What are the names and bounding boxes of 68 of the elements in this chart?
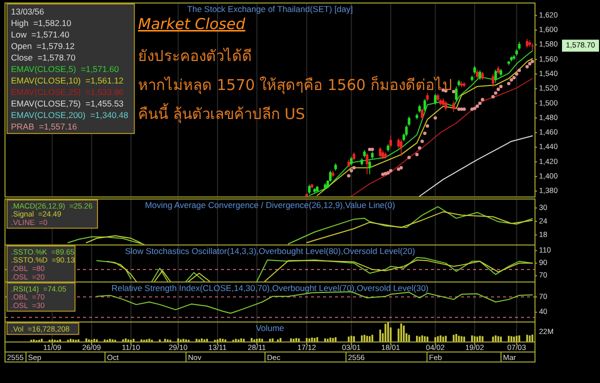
point <box>423 132 426 136</box>
point <box>525 64 529 68</box>
point <box>347 174 350 178</box>
annotation: ยังประคองตัวได้ดี <box>138 47 252 65</box>
point <box>499 84 503 88</box>
point <box>462 107 466 111</box>
point <box>388 168 392 172</box>
candlestick <box>366 152 368 175</box>
candlestick <box>494 69 497 84</box>
annotation: Market Closed <box>138 15 246 33</box>
candlestick <box>444 100 448 112</box>
text: EMAV(CLOSE,75) =1,455.53 <box>11 98 124 109</box>
candlestick <box>434 93 437 106</box>
annotation: หากไม่หลุด 1570 ให้สุดๆคือ 1560 ก็มองดีต่อไป <box>138 75 452 95</box>
chart-title: Volume <box>256 323 284 333</box>
line-series <box>419 135 533 197</box>
text: EMAV(CLOSE,25) =1,533.86 <box>11 87 124 98</box>
candlestick <box>400 138 402 156</box>
point <box>510 78 514 82</box>
candlestick <box>492 74 494 88</box>
point <box>434 116 437 120</box>
point <box>396 167 400 171</box>
legend-title: 13/03/56 High =1,582.10 Low =1,571.40 Open =1,579.12 Close =1,578.70 <box>11 6 76 63</box>
candlestick <box>308 184 311 194</box>
candlestick <box>378 146 382 158</box>
candlestick <box>368 160 372 175</box>
candlestick <box>478 70 482 80</box>
point <box>507 82 510 86</box>
candlestick <box>452 100 455 112</box>
point <box>452 90 456 94</box>
legend-label: EMAV(CLOSE,200) =1,340.48 <box>11 110 129 120</box>
chart-title: Relative Strength Index(CLOSE,14,30,70),Overbought Level(70),Oversold Level(30) <box>111 283 429 293</box>
point <box>352 166 356 170</box>
candlestick <box>454 86 458 102</box>
point <box>478 102 482 105</box>
point <box>530 60 534 64</box>
point <box>514 72 518 76</box>
point <box>386 171 390 175</box>
point <box>491 95 495 98</box>
point <box>350 168 354 172</box>
point <box>494 91 498 95</box>
point <box>518 68 521 72</box>
text: EMAV(CLOSE,5) =1,571.60 <box>11 64 120 74</box>
point <box>399 166 403 170</box>
point <box>512 76 516 80</box>
point <box>407 156 411 160</box>
point <box>426 124 430 128</box>
chart-title: Slow Stochastics Oscillator(14,3,3),Overbought Level(80),Oversold Level(20) <box>124 246 416 256</box>
candlestick <box>424 98 426 112</box>
point <box>476 104 479 108</box>
line-series <box>96 291 533 314</box>
point <box>480 98 484 102</box>
point <box>496 88 500 92</box>
candlestick <box>420 108 424 120</box>
point <box>528 62 532 66</box>
point <box>370 148 374 152</box>
annotation: คืนนี้ ลุ้นตัวเลขค้าปลีก US <box>138 103 306 124</box>
chart-title: The Stock Exchange of Thailand(SET) [day] <box>187 4 353 14</box>
text: PRAB =1,557.16 <box>11 122 78 132</box>
point <box>415 152 419 156</box>
candlestick <box>389 135 392 148</box>
chart-title: Moving Average Convergence / Divergence(26,12,9),Value Line(0) <box>144 200 396 210</box>
point <box>381 172 385 176</box>
point <box>472 106 476 110</box>
point <box>470 107 474 111</box>
point <box>418 146 422 150</box>
point <box>420 140 424 144</box>
text: EMAV(CLOSE,10) =1,561.12 <box>11 76 124 86</box>
